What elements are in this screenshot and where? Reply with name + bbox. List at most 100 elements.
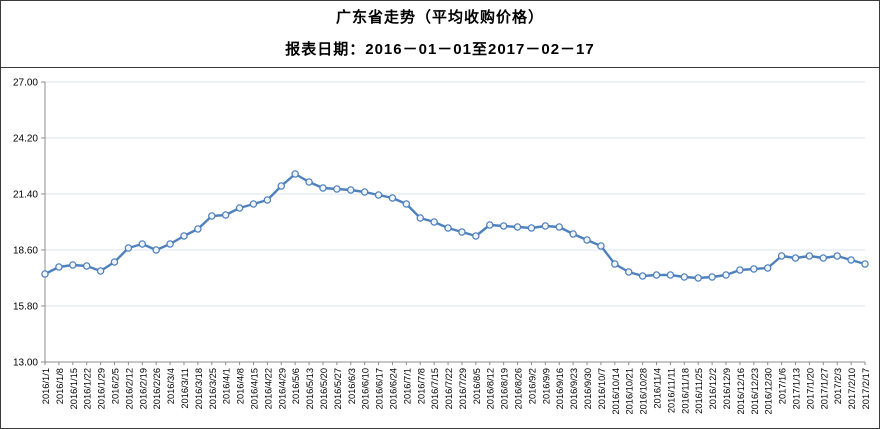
data-point-marker [652,271,661,279]
x-tick-label: 2016/2/19 [138,368,148,409]
x-tick-label: 2016/8/12 [486,368,496,409]
x-tick-label: 2016/6/24 [388,368,398,409]
data-point-marker [194,225,202,233]
y-tick-label: 21.40 [13,190,38,201]
data-point-marker [736,266,744,274]
data-point-marker [638,272,647,280]
data-point-marker [708,273,716,281]
data-point-marker [485,221,494,229]
x-tick-label: 2016/7/22 [444,368,454,409]
data-point-marker [513,223,522,231]
data-point-marker [847,256,855,264]
x-tick-label: 2016/10/28 [639,368,649,415]
x-tick-label: 2016/9/23 [569,368,579,409]
data-point-marker [180,232,188,240]
x-tick-label: 2016/11/4 [653,368,663,409]
x-tick-label: 2017/1/27 [819,368,829,409]
data-point-marker [96,267,105,275]
x-tick-label: 2016/7/8 [416,368,426,404]
data-point-marker [305,178,313,186]
x-tick-label: 2017/1/13 [792,368,802,409]
x-tick-label: 2016/6/17 [375,368,385,409]
data-point-marker [694,274,702,282]
x-tick-label: 2016/5/27 [333,368,343,409]
x-tick-label: 2016/5/13 [305,368,315,409]
y-tick-label: 18.60 [13,246,38,257]
data-point-marker [541,222,550,230]
data-point-marker [138,240,147,248]
data-point-marker [833,252,841,260]
x-tick-label: 2016/4/15 [249,368,259,409]
data-point-marker [597,242,605,250]
x-tick-label: 2016/11/18 [680,368,690,414]
y-tick-label: 15.80 [13,302,38,313]
data-point-marker [791,254,800,262]
data-point-marker [41,270,49,278]
data-point-marker [319,184,327,192]
chart-area: 13.00 15.80 18.60 21.40 24.20 27.00 2016/1/1 20… [1,67,879,428]
data-point-marker [333,185,341,193]
data-point-marker [152,246,160,254]
x-tick-label: 2016/2/5 [110,368,120,404]
data-point-marker [235,204,244,212]
x-tick-label: 2016/12/16 [736,368,746,415]
x-tick-label: 2016/12/23 [750,368,760,415]
x-tick-label: 2017/1/6 [778,368,788,404]
x-tick-label: 2016/1/22 [83,368,93,409]
data-point-marker [666,271,675,279]
x-tick-label: 2016/1/1 [41,368,51,404]
data-point-marker [124,244,133,252]
x-tick-label: 2016/12/9 [722,368,732,409]
data-point-marker [277,182,286,190]
x-tick-label: 2016/9/2 [527,368,537,404]
x-tick-label: 2016/7/29 [458,368,468,409]
x-tick-label: 2017/2/17 [861,368,871,409]
data-point-marker [82,262,91,270]
x-tick-label: 2016/4/1 [222,368,232,404]
x-tick-label: 2016/7/15 [430,368,440,409]
data-point-marker [374,191,383,199]
data-point-marker [360,188,369,196]
x-tick-label: 2016/8/19 [500,368,510,409]
x-tick-label: 2016/9/9 [541,368,551,404]
data-point-marker [263,196,272,204]
data-point-marker [347,186,355,194]
data-point-marker [55,263,63,271]
data-point-marker [680,273,689,281]
data-point-marker [444,224,452,232]
data-point-marker [819,254,828,262]
x-tick-label: 2016/6/10 [361,368,371,409]
data-point-marker [722,271,730,279]
report-date-subtitle: 报表日期：2016－01－01至2017－02－17 [285,41,595,58]
x-tick-label: 2016/10/7 [597,368,607,409]
data-point-marker [569,230,577,238]
x-tick-label: 2016/10/21 [625,368,635,415]
x-tick-label: 2016/3/18 [194,368,204,409]
x-tick-label: 2016/9/30 [583,368,593,409]
x-tick-label: 2016/1/15 [69,368,79,409]
x-tick-label: 2016/2/12 [124,368,134,409]
data-point-marker [110,258,119,266]
x-tick-label: 2016/8/5 [472,368,482,404]
y-tick-label: 24.20 [13,134,38,145]
data-point-marker [763,264,772,272]
x-tick-label: 2016/11/11 [666,368,676,413]
line-chart-svg: 13.00 15.80 18.60 21.40 24.20 27.00 2016/1/1 20… [13,78,871,415]
x-tick-label: 2016/1/29 [97,368,107,409]
data-point-marker [527,224,536,232]
x-tick-label: 2016/3/25 [208,368,218,409]
x-tick-label: 2016/1/8 [55,368,65,404]
data-point-marker [805,252,814,260]
x-tick-label: 2016/12/30 [764,368,774,415]
x-tick-label: 2016/3/4 [166,368,176,404]
x-tick-label: 2016/2/26 [152,368,162,409]
data-point-marker [624,268,633,276]
data-point-marker [430,218,438,226]
x-tick-label: 2016/4/22 [263,368,273,409]
data-point-marker [221,211,230,219]
data-point-marker [777,252,786,260]
price-line [43,172,867,280]
data-point-marker [458,228,466,236]
data-point-marker [69,261,77,269]
